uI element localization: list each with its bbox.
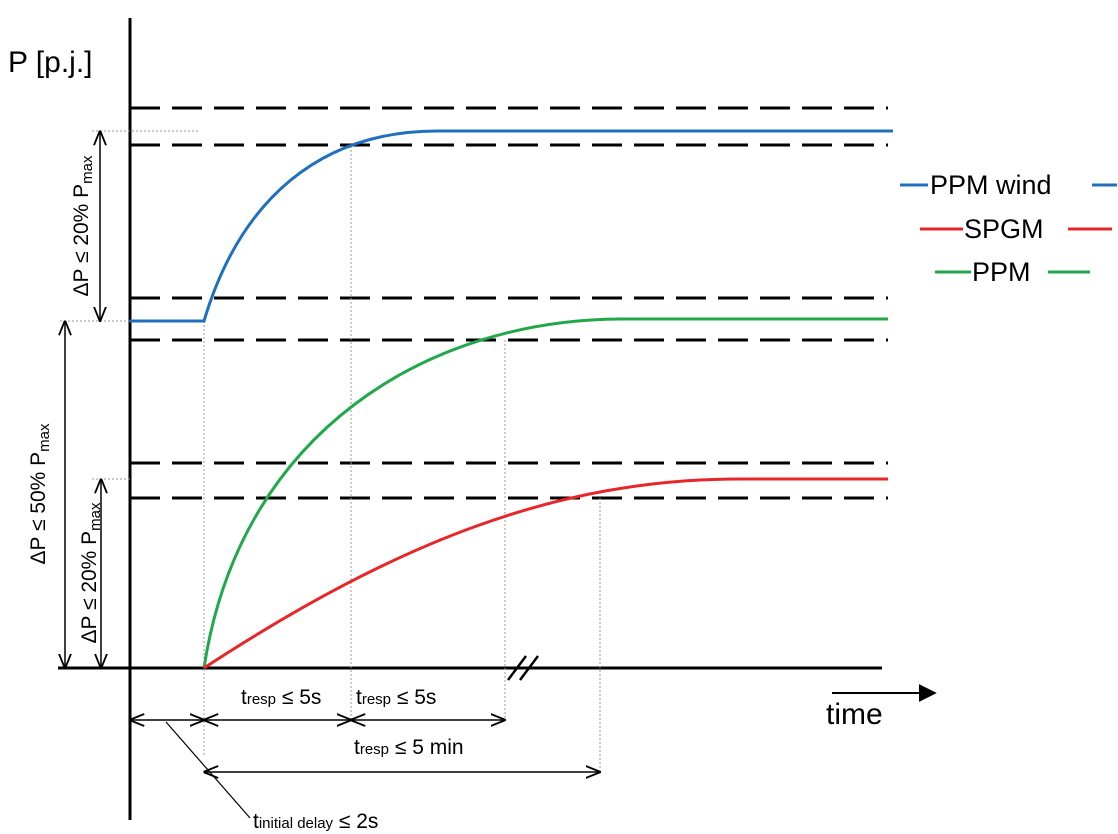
- legend-item-ppm-wind: PPM wind: [900, 170, 1117, 200]
- svg-text:SPGM: SPGM: [964, 214, 1044, 244]
- resp2-label: tresp ≤ 5s: [356, 686, 436, 709]
- legend-item-spgm: SPGM: [920, 214, 1112, 244]
- ppm-curve: [202, 317, 888, 669]
- reference-lines: [60, 130, 601, 772]
- dp-wind-label: ΔP ≤ 20% Pmax: [70, 155, 96, 297]
- dp-lower-label: ΔP ≤ 20% Pmax: [78, 502, 104, 644]
- tolerance-lines: [130, 106, 888, 500]
- dp-total-label: ΔP ≤ 50% Pmax: [27, 423, 53, 565]
- x-axis-label: time: [826, 698, 883, 731]
- svg-text:PPM wind: PPM wind: [930, 170, 1052, 200]
- ppm-wind-curve: [130, 129, 893, 323]
- axis-break-mark: [507, 655, 539, 681]
- initial-delay-leader: [165, 721, 251, 819]
- legend-item-ppm: PPM: [935, 257, 1090, 287]
- resp1-label: tresp ≤ 5s: [241, 686, 321, 709]
- svg-text:PPM: PPM: [972, 257, 1031, 287]
- resp3-label: tresp ≤ 5 min: [354, 736, 464, 759]
- spgm-curve: [203, 477, 888, 670]
- initial-delay-label: tinitial delay ≤ 2s: [253, 810, 378, 833]
- legend: PPM wind SPGM PPM: [900, 170, 1117, 287]
- y-axis-label: P [p.j.]: [8, 46, 93, 79]
